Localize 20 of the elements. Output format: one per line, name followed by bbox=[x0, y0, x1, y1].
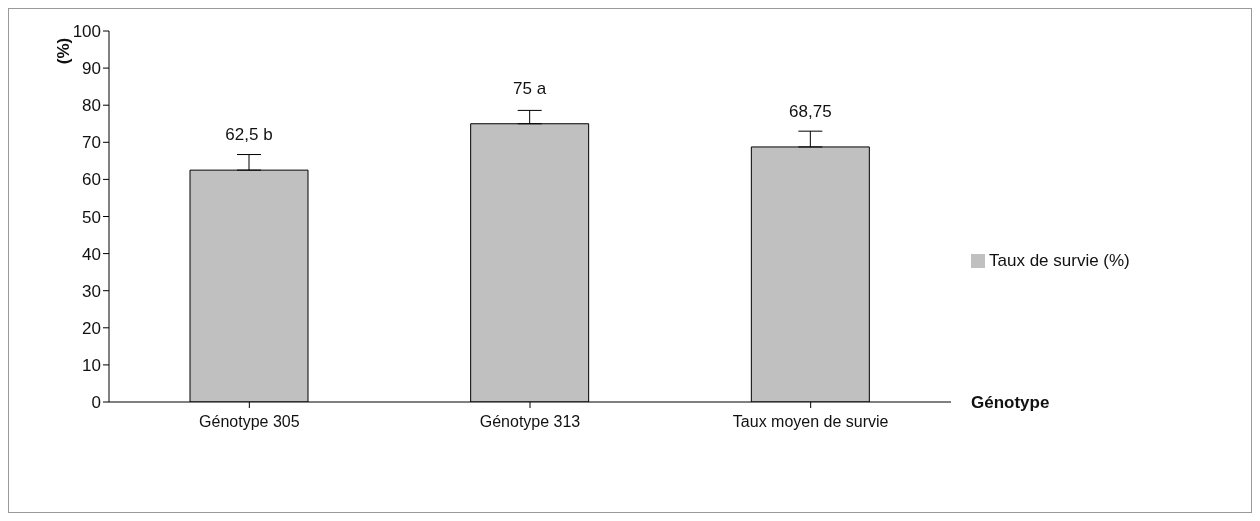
y-tick-label: 60 bbox=[82, 170, 101, 190]
y-tick-label: 10 bbox=[82, 355, 101, 375]
y-tick-label: 40 bbox=[82, 244, 101, 264]
data-label: 68,75 bbox=[789, 101, 832, 121]
y-tick-label: 50 bbox=[82, 207, 101, 227]
data-label: 62,5 b bbox=[225, 125, 273, 145]
x-tick-label: Génotype 313 bbox=[479, 413, 581, 431]
data-label: 75 a bbox=[513, 78, 547, 98]
x-tick-label: Génotype 305 bbox=[199, 413, 300, 431]
y-tick-label: 0 bbox=[91, 393, 101, 413]
y-tick-label: 100 bbox=[72, 22, 101, 42]
x-tick-label: Taux moyen de survie bbox=[732, 413, 889, 431]
y-tick-label: 70 bbox=[82, 133, 101, 153]
y-tick-label: 30 bbox=[82, 281, 101, 301]
y-tick-label: 20 bbox=[82, 318, 101, 338]
legend-label: Taux de survie (%) bbox=[989, 250, 1130, 270]
y-tick-label: 80 bbox=[82, 96, 101, 116]
y-tick-label: 90 bbox=[82, 59, 101, 79]
x-axis-title: Génotype bbox=[971, 393, 1050, 412]
y-axis-title: (%) bbox=[54, 37, 73, 65]
